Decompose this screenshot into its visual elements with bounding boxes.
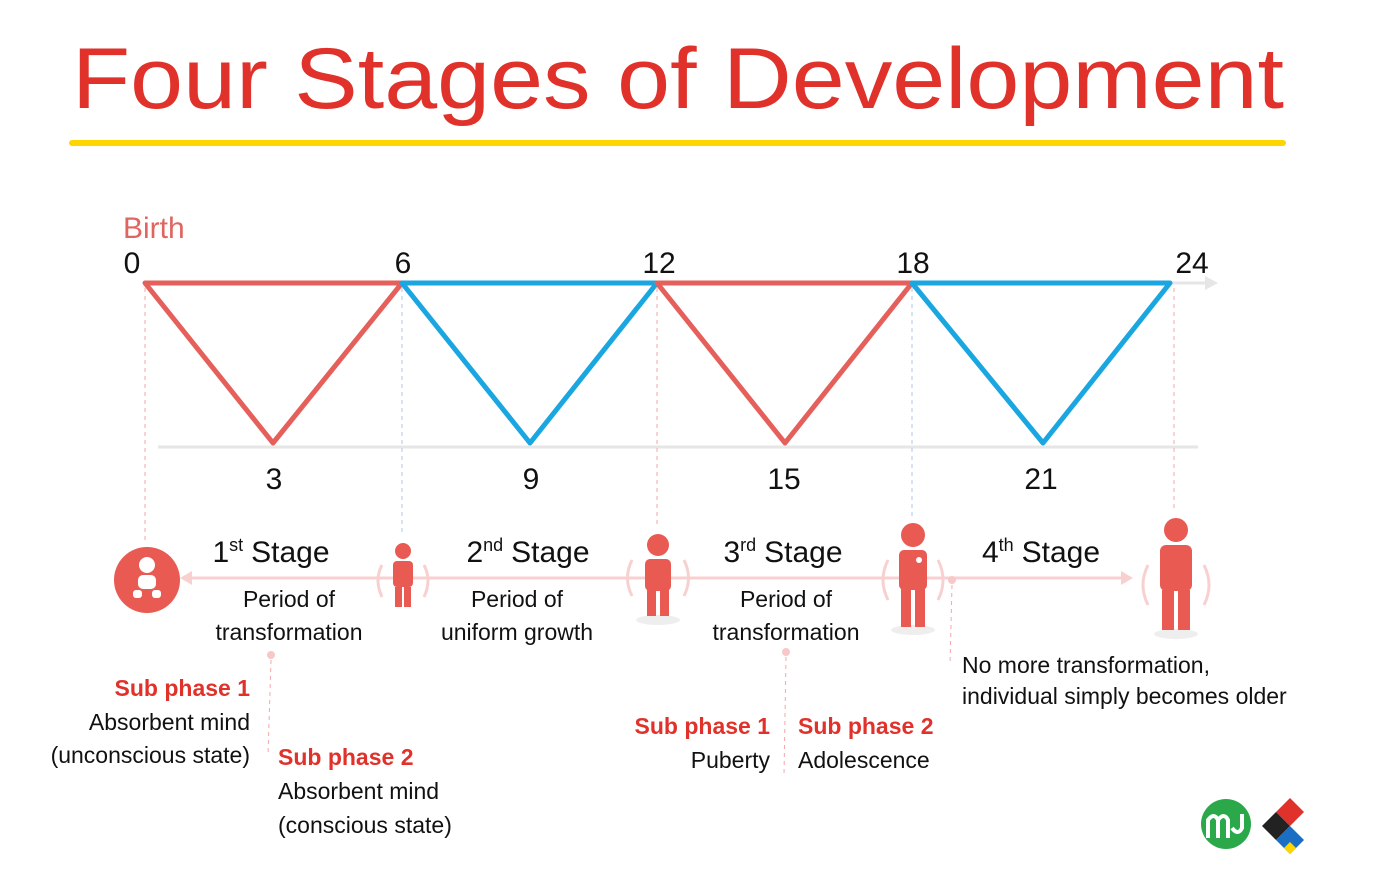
sub-phase-text: Absorbent mind	[89, 709, 250, 735]
arrow-head	[1205, 276, 1218, 290]
stage-title: 3rd Stage	[723, 535, 842, 569]
connector-dot	[782, 648, 790, 656]
ordinal: 2	[466, 536, 483, 569]
teen-icon	[881, 523, 945, 635]
preteen-icon	[626, 534, 690, 625]
connector-dot	[267, 651, 275, 659]
stage-description: uniform growth	[441, 619, 593, 645]
age-label: 24	[1175, 247, 1208, 280]
stage-word: Stage	[251, 536, 329, 569]
sub-phase-text: Absorbent mind	[278, 778, 439, 804]
ordinal: 4	[982, 536, 999, 569]
adult-icon	[1141, 518, 1211, 639]
sub-phase-text: (unconscious state)	[51, 742, 250, 768]
stage-title: 1st Stage	[212, 535, 329, 569]
age-label: 6	[395, 247, 412, 280]
age-label: 9	[523, 463, 540, 496]
ordinal-suffix: th	[999, 535, 1014, 555]
stage-description: transformation	[215, 619, 362, 645]
arrow-head	[180, 571, 192, 585]
stage-description: transformation	[712, 619, 859, 645]
age-label: 18	[896, 247, 929, 280]
age-label: 3	[266, 463, 283, 496]
ordinal-suffix: rd	[740, 535, 756, 555]
birth-label: Birth	[123, 212, 185, 245]
stage-description: Period of	[471, 586, 564, 612]
connector-dot	[948, 576, 956, 584]
stage-triangle	[909, 280, 1173, 446]
stage-word: Stage	[511, 536, 589, 569]
ordinal-suffix: st	[229, 535, 243, 555]
stage-note: individual simply becomes older	[962, 683, 1287, 709]
stage-triangle	[654, 280, 915, 446]
age-label: 12	[642, 247, 675, 280]
sub-phase-text: (conscious state)	[278, 812, 452, 838]
ordinal-suffix: nd	[483, 535, 503, 555]
stage-description: Period of	[243, 586, 336, 612]
sub-phase-title: Sub phase 2	[798, 713, 933, 739]
stage-title: 4th Stage	[982, 535, 1100, 569]
stage-note: No more transformation,	[962, 652, 1210, 678]
sub-phase-title: Sub phase 1	[635, 713, 771, 739]
logo	[1201, 799, 1251, 849]
connector	[949, 584, 953, 666]
stage-description: Period of	[740, 586, 833, 612]
sub-phase-text: Adolescence	[798, 747, 930, 773]
ordinal: 1	[212, 536, 229, 569]
baby-icon	[114, 547, 180, 613]
sub-phase-title: Sub phase 1	[115, 675, 251, 701]
logo	[1262, 798, 1304, 854]
age-label: 15	[767, 463, 800, 496]
arrow-head	[1121, 571, 1133, 585]
child-icon	[376, 543, 430, 607]
sub-phase-title: Sub phase 2	[278, 744, 413, 770]
stage-word: Stage	[764, 536, 842, 569]
stage-title: 2nd Stage	[466, 535, 589, 569]
stage-triangle	[142, 280, 405, 446]
age-label: 21	[1024, 463, 1057, 496]
connector	[783, 656, 787, 776]
title: Four Stages of Development	[72, 31, 1284, 127]
sub-phase-text: Puberty	[691, 747, 771, 773]
stage-word: Stage	[1022, 536, 1100, 569]
stage-triangle	[399, 280, 660, 446]
ordinal: 3	[723, 536, 740, 569]
age-label: 0	[124, 247, 141, 280]
